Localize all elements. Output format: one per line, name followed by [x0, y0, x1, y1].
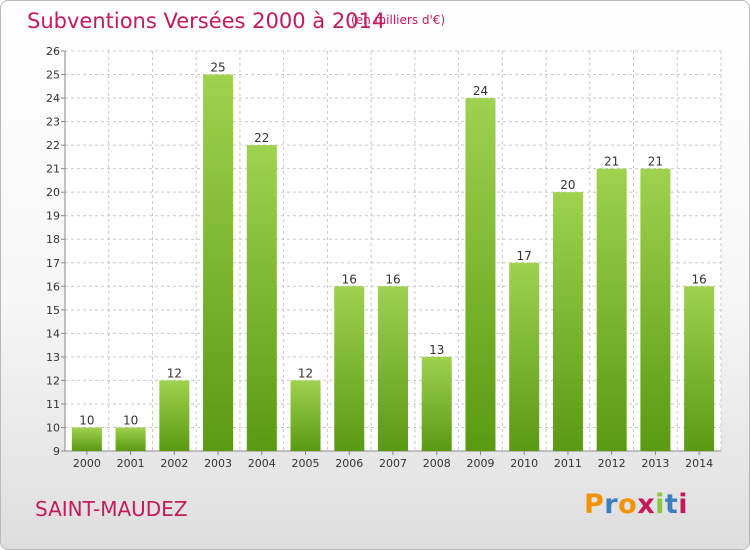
bar	[246, 145, 277, 451]
x-tick-label: 2009	[466, 457, 494, 470]
y-tick-label: 25	[46, 69, 60, 82]
y-tick-label: 12	[46, 374, 60, 387]
bar	[465, 98, 496, 451]
bar	[421, 356, 452, 451]
y-tick-label: 9	[53, 445, 60, 458]
bar	[552, 192, 583, 452]
x-tick-label: 2000	[73, 457, 101, 470]
data-label: 16	[691, 272, 706, 286]
x-tick-label: 2014	[685, 457, 713, 470]
bar	[159, 380, 190, 451]
x-tick-label: 2012	[598, 457, 626, 470]
data-label: 24	[473, 84, 488, 98]
logo-letter: o	[618, 489, 638, 520]
data-label: 25	[210, 61, 225, 75]
logo-letter: i	[678, 489, 689, 520]
x-tick-label: 2011	[554, 457, 582, 470]
bar	[596, 168, 627, 451]
y-tick-label: 19	[46, 210, 60, 223]
data-label: 21	[648, 155, 663, 169]
x-tick-label: 2001	[117, 457, 145, 470]
data-label: 13	[429, 343, 444, 357]
y-tick-label: 23	[46, 116, 60, 129]
y-tick-label: 20	[46, 186, 60, 199]
chart-unit-note: (en milliers d'€)	[351, 13, 446, 27]
x-tick-label: 2002	[160, 457, 188, 470]
bar	[115, 427, 146, 451]
logo-letter: x	[637, 489, 656, 520]
y-tick-label: 10	[46, 421, 60, 434]
commune-name: SAINT-MAUDEZ	[35, 497, 188, 521]
logo-letter: r	[604, 489, 619, 520]
data-label: 21	[604, 155, 619, 169]
bar	[640, 168, 671, 451]
x-tick-label: 2007	[379, 457, 407, 470]
chart-title: Subventions Versées 2000 à 2014	[27, 9, 386, 33]
y-tick-label: 17	[46, 257, 60, 270]
x-tick-label: 2004	[248, 457, 276, 470]
bar	[203, 74, 234, 451]
data-label: 12	[298, 366, 313, 380]
y-tick-label: 11	[46, 398, 60, 411]
data-label: 12	[167, 366, 182, 380]
x-tick-label: 2010	[510, 457, 538, 470]
x-tick-label: 2013	[641, 457, 669, 470]
bar	[509, 262, 540, 451]
y-tick-label: 14	[46, 327, 60, 340]
bar	[334, 286, 365, 451]
data-label: 17	[517, 249, 532, 263]
logo-letter: t	[664, 489, 679, 520]
y-tick-label: 13	[46, 351, 60, 364]
data-label: 10	[123, 413, 138, 427]
bar	[684, 286, 715, 451]
x-tick-label: 2005	[292, 457, 320, 470]
y-tick-label: 22	[46, 139, 60, 152]
y-tick-label: 16	[46, 280, 60, 293]
data-label: 16	[342, 272, 357, 286]
bar	[71, 427, 102, 451]
x-tick-label: 2006	[335, 457, 363, 470]
data-label: 22	[254, 131, 269, 145]
data-label: 20	[560, 178, 575, 192]
data-label: 10	[79, 413, 94, 427]
y-tick-label: 24	[46, 92, 60, 105]
proxiti-logo: Proxiti	[584, 489, 688, 520]
y-tick-label: 15	[46, 304, 60, 317]
y-tick-label: 26	[46, 45, 60, 58]
x-tick-label: 2003	[204, 457, 232, 470]
bar	[378, 286, 408, 451]
logo-letter: i	[655, 489, 665, 520]
logo-letter: P	[584, 489, 605, 520]
y-tick-label: 21	[46, 163, 60, 176]
x-tick-label: 2008	[423, 457, 451, 470]
bar	[290, 380, 321, 451]
data-label: 16	[385, 272, 400, 286]
y-tick-label: 18	[46, 233, 60, 246]
